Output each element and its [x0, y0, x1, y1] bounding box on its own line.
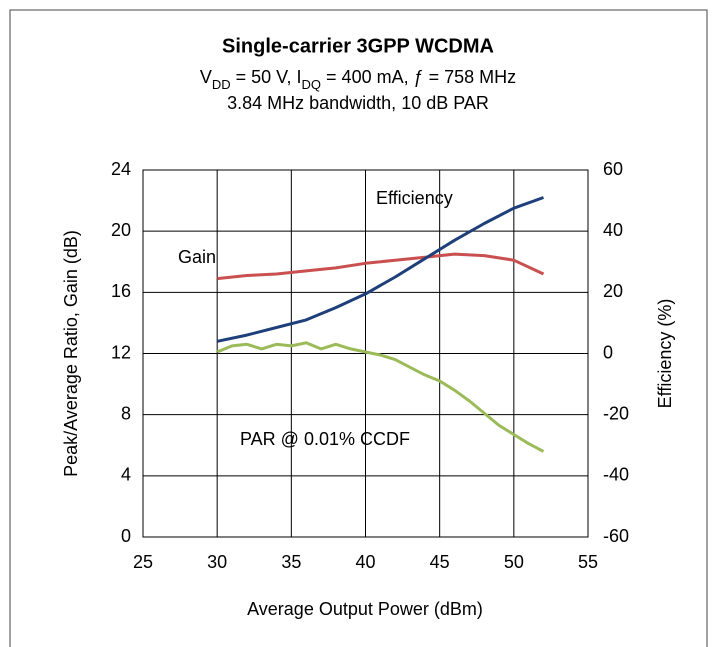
y2-tick-label: 60 — [603, 159, 623, 179]
y-tick-label: 8 — [121, 403, 131, 423]
series-line — [216, 196, 545, 343]
y2-tick-label: 40 — [603, 220, 623, 240]
y2-tick-label: -60 — [603, 526, 629, 546]
y-tick-label: 4 — [121, 465, 131, 485]
x-tick-label: 25 — [133, 552, 153, 572]
y2-tick-label: -40 — [603, 465, 629, 485]
subscript: DD — [212, 77, 231, 92]
x-tick-label: 30 — [207, 552, 227, 572]
y-tick-label: 20 — [111, 220, 131, 240]
y-tick-label: 12 — [111, 342, 131, 362]
plot-area — [142, 169, 589, 538]
subtitle-part: = 50 V, I — [231, 67, 302, 87]
subscript: DQ — [302, 77, 322, 92]
annotation: Gain — [178, 247, 216, 267]
y2-tick-label: -20 — [603, 403, 629, 423]
series-line — [217, 252, 545, 281]
annotation: PAR @ 0.01% CCDF — [240, 429, 410, 449]
subtitle-part: 3.84 MHz bandwidth, 10 dB PAR — [227, 93, 489, 113]
y2-tick-label: 20 — [603, 281, 623, 301]
series-line — [216, 341, 545, 453]
y-tick-label: 0 — [121, 526, 131, 546]
y2-tick-label: 0 — [603, 342, 613, 362]
y-tick-label: 16 — [111, 281, 131, 301]
chart-title: Single-carrier 3GPP WCDMA — [222, 35, 494, 57]
chart-subtitle: VDD = 50 V, IDQ = 400 mA, ƒ = 758 MHz — [200, 67, 516, 92]
x-tick-label: 40 — [355, 552, 375, 572]
subtitle-part: V — [200, 67, 212, 87]
x-tick-label: 50 — [504, 552, 524, 572]
chart-subtitle: 3.84 MHz bandwidth, 10 dB PAR — [227, 93, 489, 113]
annotation: Efficiency — [376, 188, 453, 208]
x-tick-label: 45 — [430, 552, 450, 572]
subtitle-part: = 400 mA, ƒ = 758 MHz — [321, 67, 516, 87]
x-tick-label: 55 — [578, 552, 598, 572]
frame — [9, 9, 708, 647]
x-axis-label: Average Output Power (dBm) — [247, 599, 483, 619]
y-axis-label: Peak/Average Ratio, Gain (dB) — [61, 230, 81, 477]
y-tick-label: 24 — [111, 159, 131, 179]
y2-axis-label: Efficiency (%) — [655, 299, 675, 409]
x-tick-label: 35 — [281, 552, 301, 572]
